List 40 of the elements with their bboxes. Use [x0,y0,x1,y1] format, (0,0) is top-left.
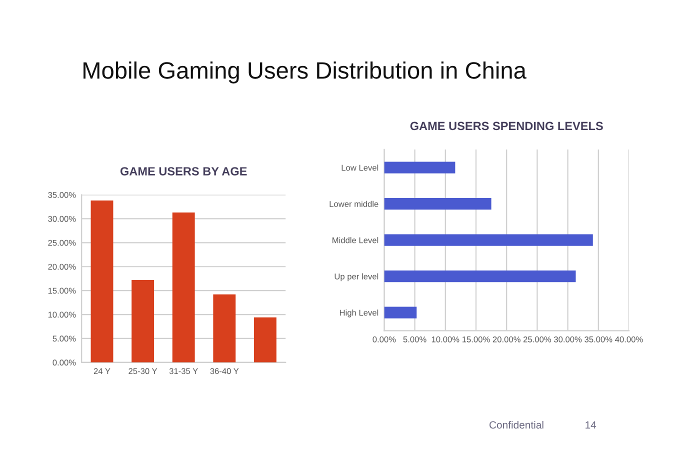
y-tick-label: Middle Level [332,237,378,244]
y-tick-label: Low Level [342,164,378,171]
bar [384,270,576,282]
chart-title: GAME USERS SPENDING LEVELS [410,122,603,130]
bar [384,234,593,246]
bar [384,306,417,318]
y-tick-label: 20.00% [48,264,76,270]
y-tick-label: High Level [340,310,378,318]
x-tick-label: 25.00% [523,336,552,342]
chart-title: GAME USERS BY AGE [120,167,247,176]
x-tick-label: 0.00% [372,336,396,342]
y-tick-label: Up per level [334,273,378,282]
y-tick-label: 0.00% [52,360,76,366]
bar [132,280,154,362]
y-tick-label: 35.00% [48,192,76,198]
x-tick-label: 15.00% [462,336,490,342]
x-tick-label: 5.00% [403,336,426,342]
y-tick-label: 25.00% [48,240,76,246]
y-tick-label: 10.00% [48,312,76,318]
bar [384,162,456,174]
y-tick-label: 30.00% [48,216,76,222]
y-tick-label: Lower middle [330,200,378,207]
y-tick-label: 15.00% [48,288,76,294]
x-tick-label: 20.00% [492,336,520,342]
x-tick-label: 40.00% [615,336,643,342]
x-tick-label: 36-40 Y [210,368,239,374]
bar [384,198,492,210]
x-tick-label: 25-30 Y [128,368,158,374]
bar [172,212,195,362]
x-tick-label: 35.00% [584,336,612,342]
bar [254,317,276,362]
bar [90,200,114,362]
bar [213,294,236,362]
text: Mobile Gaming Users Distribution in China [84,61,526,84]
text: 14 [586,421,596,429]
text: Confidential [490,420,544,429]
x-tick-label: 31-35 Y [169,368,198,374]
x-tick-label: 10.00% [432,336,460,342]
x-tick-label: 30.00% [554,336,582,342]
x-tick-label: 24 Y [94,368,110,374]
